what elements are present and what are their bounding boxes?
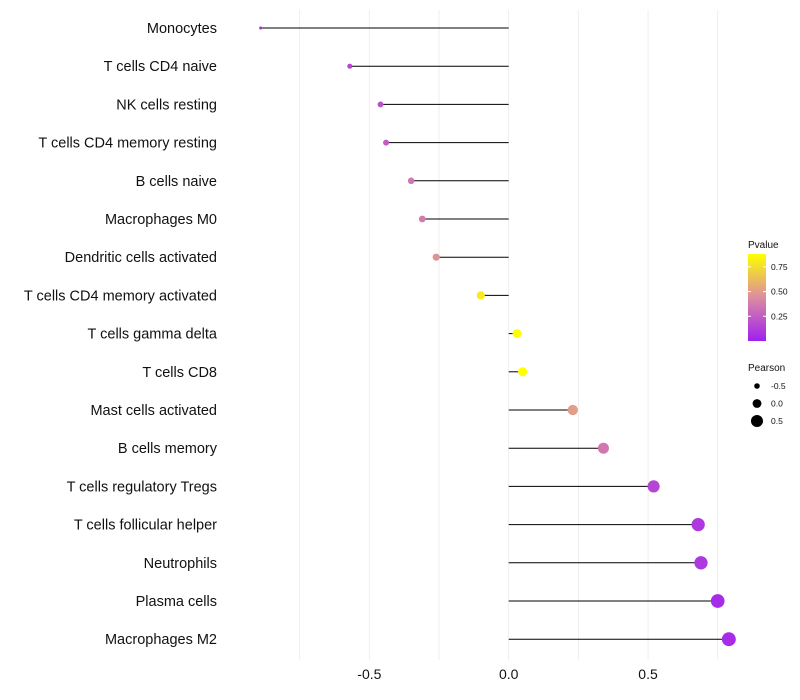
- data-point: [518, 367, 528, 377]
- category-label: Monocytes: [147, 21, 217, 37]
- data-point: [567, 404, 578, 416]
- category-label: T cells regulatory Tregs: [67, 479, 217, 495]
- category-label: B cells memory: [118, 441, 218, 457]
- category-label-layer: Monocytes T cells CD4 naive NK cells resti…: [24, 21, 218, 648]
- category-label: Neutrophils: [144, 556, 217, 572]
- size-legend-title: Pearson: [748, 363, 785, 374]
- size-legend-label: -0.5: [771, 381, 786, 391]
- color-legend-tick-label: 0.50: [771, 287, 788, 297]
- category-label: NK cells resting: [116, 97, 217, 113]
- color-legend-ticks: 0.75 0.50 0.25: [748, 262, 788, 321]
- data-point: [377, 101, 384, 108]
- size-legend-items: -0.5 0.0 0.5: [750, 381, 786, 428]
- category-label: T cells CD8: [142, 365, 217, 381]
- category-label: Dendritic cells activated: [65, 250, 217, 266]
- grid-layer: [299, 10, 719, 660]
- x-tick-label: -0.5: [357, 666, 381, 682]
- stem-layer: [260, 27, 729, 640]
- size-legend-label: 0.0: [771, 399, 783, 409]
- legend: Pvalue 0.75 0.50 0.25 Pearson -0.5 0.0 0.5: [748, 240, 788, 428]
- color-legend-tick-label: 0.75: [771, 262, 788, 272]
- category-label: T cells gamma delta: [88, 327, 218, 343]
- category-label: Mast cells activated: [90, 403, 217, 419]
- x-tick-label: 0.5: [638, 666, 658, 682]
- x-tick-layer: -0.5 0.0 0.5: [357, 666, 658, 682]
- data-point: [259, 26, 263, 30]
- data-point: [721, 632, 736, 647]
- data-point: [383, 139, 390, 146]
- color-legend-title: Pvalue: [748, 240, 779, 251]
- color-legend-bar: [748, 254, 766, 341]
- category-label: B cells naive: [136, 174, 217, 190]
- category-label: T cells CD4 naive: [104, 59, 217, 75]
- data-point: [347, 63, 353, 69]
- point-layer: [259, 26, 736, 647]
- x-tick-label: 0.0: [499, 666, 519, 682]
- size-legend-label: 0.5: [771, 416, 783, 426]
- category-label: T cells follicular helper: [74, 518, 217, 534]
- data-point: [407, 177, 415, 185]
- category-label: Plasma cells: [136, 594, 217, 610]
- size-legend-dot: [754, 383, 760, 389]
- data-point: [432, 253, 440, 261]
- data-point: [694, 556, 708, 570]
- category-label: Macrophages M2: [105, 632, 217, 648]
- data-point: [512, 329, 522, 339]
- size-legend-dot: [750, 414, 764, 428]
- category-label: T cells CD4 memory activated: [24, 288, 217, 304]
- data-point: [597, 442, 609, 454]
- category-label: Macrophages M0: [105, 212, 217, 228]
- size-legend-dot: [752, 399, 762, 408]
- data-point: [710, 594, 725, 608]
- data-point: [691, 517, 705, 532]
- data-point: [476, 291, 485, 300]
- category-label: T cells CD4 memory resting: [38, 136, 217, 152]
- data-point: [647, 480, 660, 493]
- color-legend-tick-label: 0.25: [771, 311, 788, 321]
- data-point: [418, 215, 426, 223]
